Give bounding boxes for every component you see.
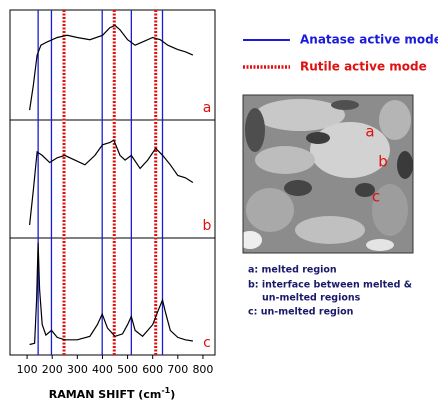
note: a: melted region [248,265,337,276]
note: b: interface between melted & [248,280,412,291]
spectrum [29,139,194,226]
x-tick-label: 600 [142,363,163,376]
legend-label: Anatase active mode [300,33,438,47]
x-axis-label-end: ) [170,388,175,401]
panel-label: c [203,335,211,351]
micrograph-label: c [372,188,380,206]
x-tick-label: 700 [167,363,188,376]
micrograph-label: a [365,123,374,141]
micrograph-frame [242,94,414,254]
x-tick-label: 800 [192,363,213,376]
legend-label: Rutile active mode [300,60,427,74]
panel-label: b [203,218,212,234]
panel-frame [9,237,216,356]
spectrum [29,242,193,346]
x-tick-label: 400 [92,363,113,376]
x-axis-label: RAMAN SHIFT (cm-1) [49,386,175,402]
x-axis-label-main: RAMAN SHIFT (cm [49,388,162,401]
spectrum [29,24,194,111]
micrograph-label: b [378,153,388,171]
x-tick-label: 300 [67,363,88,376]
panel-label: a [203,100,212,116]
panel-frame [9,119,216,239]
note: un-melted regions [262,293,361,304]
note: c: un-melted region [248,307,354,318]
x-axis-label-sup: -1 [161,386,170,395]
micrograph [243,95,413,253]
x-tick-label: 500 [117,363,138,376]
x-tick-label: 100 [17,363,38,376]
x-tick-label: 200 [42,363,63,376]
